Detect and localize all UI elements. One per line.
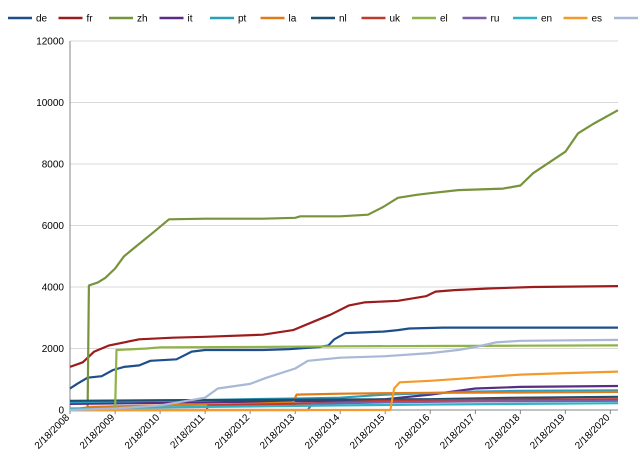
y-tick-label: 6000 (42, 221, 65, 232)
x-tick-label: 2/18/2014 (303, 412, 343, 452)
y-tick-label: 4000 (42, 283, 65, 294)
x-tick-label: 2/18/2008 (33, 412, 73, 452)
legend-label-nl: nl (339, 14, 347, 25)
x-tick-label: 2/18/2019 (528, 412, 568, 452)
x-tick-label: 2/18/2010 (123, 412, 163, 452)
series-lines (69, 109, 619, 412)
x-tick-label: 2/18/2018 (483, 412, 523, 452)
x-tick-label: 2/18/2011 (169, 412, 208, 451)
series-line-la (69, 390, 619, 412)
series-line-de (69, 326, 618, 390)
legend-label-ru: ru (491, 14, 500, 25)
x-tick-label: 2/18/2013 (258, 412, 298, 452)
legend-label-pt: pt (238, 14, 247, 25)
series-line-it (69, 384, 619, 405)
legend-label-fr: fr (87, 14, 94, 25)
series-line-zh (86, 109, 619, 411)
legend-label-zh: zh (137, 14, 148, 25)
x-tick-label: 2/18/2016 (393, 412, 433, 452)
y-tick-label: 8000 (42, 160, 65, 171)
y-tick-label: 10000 (36, 98, 64, 109)
series-line-nl (69, 395, 619, 402)
series-line-fr (69, 285, 619, 368)
legend-label-uk: uk (390, 14, 402, 25)
legend-label-el: el (440, 14, 448, 25)
series-line-en (69, 402, 619, 410)
x-tick-label: 2/18/2012 (213, 412, 253, 452)
gridlines (70, 40, 618, 349)
series-line-misc (69, 338, 619, 412)
y-tick-label: 0 (58, 406, 64, 417)
x-tick-label: 2/18/2017 (438, 412, 478, 452)
legend: defrzhitptlanlukelruenesmisc (8, 14, 638, 25)
legend-label-de: de (36, 14, 48, 25)
y-axis-ticks: 0 2000 4000 6000 8000 10000 12000 (36, 37, 64, 417)
y-tick-label: 2000 (42, 344, 65, 355)
series-line-es (70, 370, 619, 412)
x-tick-label: 2/18/2015 (348, 412, 388, 452)
legend-label-en: en (541, 14, 552, 25)
legend-label-es: es (592, 14, 603, 25)
x-axis-ticks: 2/18/2008 2/18/2009 2/18/2010 2/18/2011 2/18… (33, 410, 613, 452)
legend-label-it: it (188, 14, 193, 25)
x-tick-label: 2/18/2009 (78, 412, 118, 452)
series-line-el (70, 344, 619, 412)
x-tick-label: 2/18/2020 (573, 412, 613, 452)
y-tick-label: 12000 (36, 37, 64, 48)
legend-label-la: la (289, 14, 297, 25)
